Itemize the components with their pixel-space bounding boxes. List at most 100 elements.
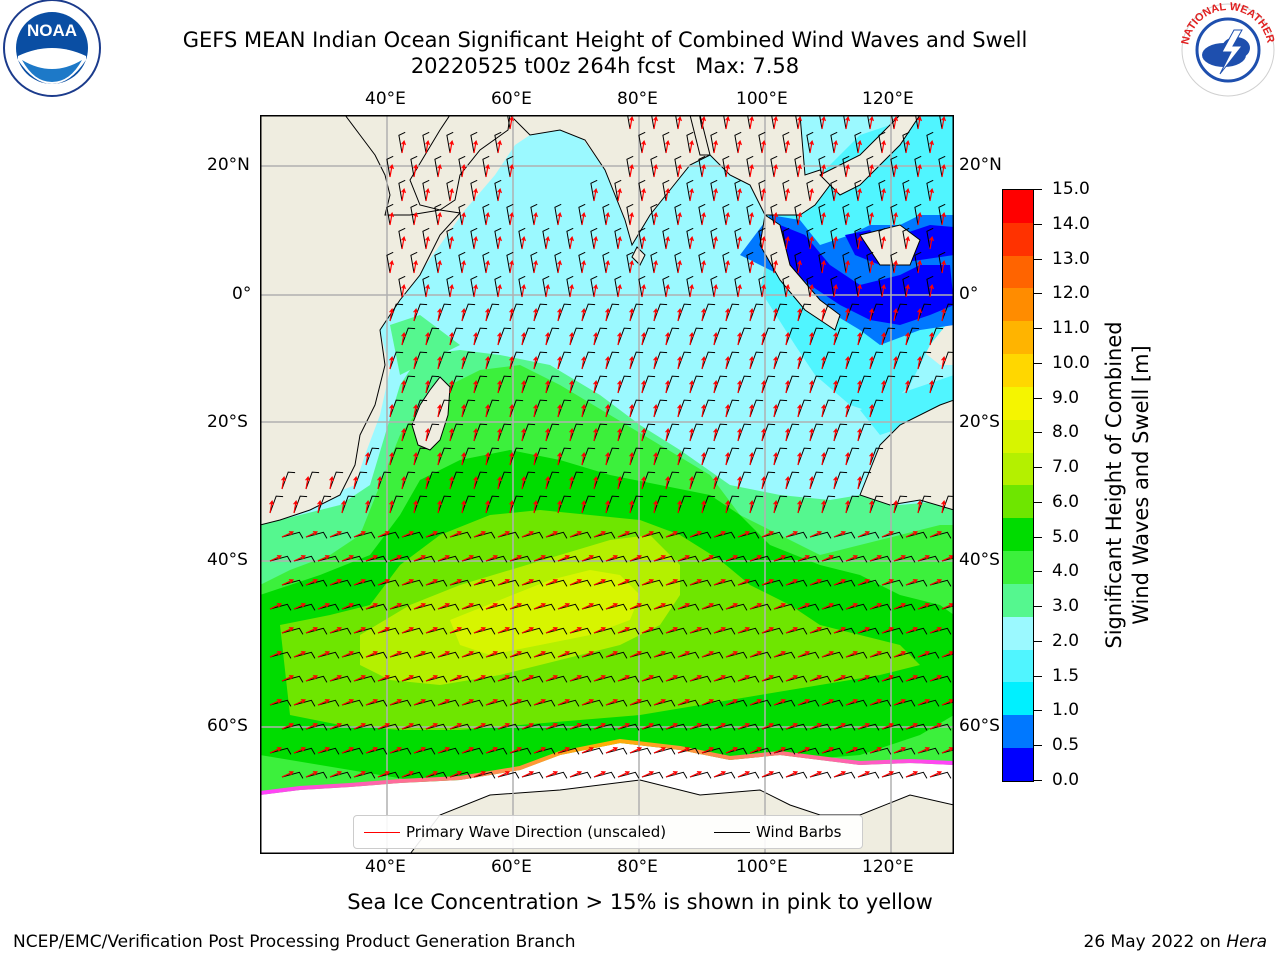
colorbar-tick-mark	[1034, 328, 1042, 330]
wave-arrow	[689, 187, 694, 202]
wave-arrow	[857, 379, 862, 394]
wind-barb	[881, 675, 904, 683]
wave-arrow	[653, 747, 667, 754]
wind-barb	[809, 423, 824, 442]
wave-arrow	[461, 355, 466, 370]
wave-arrow	[749, 403, 754, 418]
wave-arrow	[857, 579, 871, 586]
wind-barb	[938, 155, 946, 178]
wave-arrow	[293, 651, 307, 658]
wave-arrow	[773, 259, 778, 274]
wind-barb	[785, 723, 808, 731]
wind-barb	[449, 771, 472, 779]
wave-arrow	[509, 451, 514, 466]
wind-barb	[734, 227, 742, 250]
wave-arrow	[761, 139, 766, 154]
wind-barb	[507, 115, 511, 130]
wind-barb	[569, 471, 584, 490]
wind-barb	[629, 747, 652, 755]
wave-arrow	[725, 555, 739, 562]
wind-barb	[794, 203, 802, 226]
wave-arrow	[761, 379, 766, 394]
wave-arrow	[833, 579, 847, 586]
wind-barb	[581, 399, 596, 418]
wave-arrow	[569, 531, 583, 538]
colorbar-label: Significant Height of Combined Wind Wave…	[1102, 321, 1153, 649]
wind-barb	[929, 771, 952, 779]
wind-barb	[629, 399, 644, 418]
wind-barb	[905, 579, 928, 587]
wind-barb	[785, 375, 800, 394]
wave-arrow	[641, 475, 646, 490]
wind-barb	[845, 747, 868, 755]
wave-arrow	[929, 771, 943, 778]
wave-arrow	[365, 651, 379, 658]
wave-arrow	[449, 427, 454, 442]
wind-barb	[386, 203, 394, 226]
wave-arrow	[401, 531, 415, 538]
wave-arrow	[461, 499, 466, 514]
wave-arrow	[605, 355, 610, 370]
wind-barb	[698, 251, 706, 274]
wind-barb	[686, 275, 694, 298]
wave-arrow	[713, 331, 718, 346]
wind-barb	[845, 303, 860, 322]
wave-arrow	[425, 427, 430, 442]
colorbar-tick-mark	[1034, 536, 1042, 538]
wind-barb	[377, 627, 400, 635]
wind-barb	[521, 531, 544, 539]
wave-arrow	[869, 651, 883, 658]
madagascar-land	[411, 376, 451, 451]
wind-barb	[569, 627, 592, 635]
wind-barb	[317, 495, 332, 514]
wind-barb	[401, 771, 424, 779]
wind-barb	[497, 423, 512, 442]
wind-barb	[665, 627, 688, 635]
wind-barb	[941, 557, 954, 562]
wave-arrow	[917, 163, 922, 178]
wind-barb	[929, 579, 952, 587]
wind-barb	[557, 447, 572, 466]
wind-barb	[497, 627, 520, 635]
wave-arrow	[653, 355, 658, 370]
wave-arrow	[461, 651, 475, 658]
wind-barb	[389, 747, 412, 755]
wave-arrow	[893, 211, 898, 226]
wave-arrow	[641, 675, 655, 682]
wind-barb	[581, 447, 596, 466]
wind-barb	[377, 771, 400, 779]
wind-barb	[329, 675, 352, 683]
wind-barb	[365, 603, 388, 611]
wind-barb	[317, 603, 340, 611]
wave-arrow	[449, 475, 454, 490]
wind-barb	[737, 723, 760, 731]
wind-barb	[422, 275, 430, 298]
wind-barb	[293, 747, 316, 755]
wave-arrow	[809, 579, 823, 586]
wave-arrow	[593, 475, 598, 490]
wind-barb	[602, 251, 610, 274]
wave-arrow	[329, 531, 343, 538]
wave-arrow	[617, 579, 631, 586]
wave-arrow	[869, 211, 874, 226]
wave-arrow	[557, 499, 562, 514]
wave-arrow	[545, 579, 559, 586]
wind-barb	[809, 771, 832, 779]
wind-barb	[530, 251, 538, 274]
wave-arrow	[857, 531, 871, 538]
wave-arrow	[329, 675, 343, 682]
wave-arrow	[413, 699, 427, 706]
wind-barb	[689, 627, 712, 635]
wave-arrow	[917, 555, 931, 562]
wind-barb	[497, 675, 520, 683]
wave-arrow	[269, 747, 283, 754]
wind-barb	[281, 531, 304, 539]
wave-arrow	[545, 331, 550, 346]
wave-arrow	[449, 675, 463, 682]
wind-barb	[533, 447, 548, 466]
wave-arrow	[617, 531, 631, 538]
wind-barb	[581, 603, 604, 611]
wave-arrow	[461, 163, 466, 178]
wind-barb	[689, 675, 712, 683]
wind-barb	[905, 723, 928, 731]
